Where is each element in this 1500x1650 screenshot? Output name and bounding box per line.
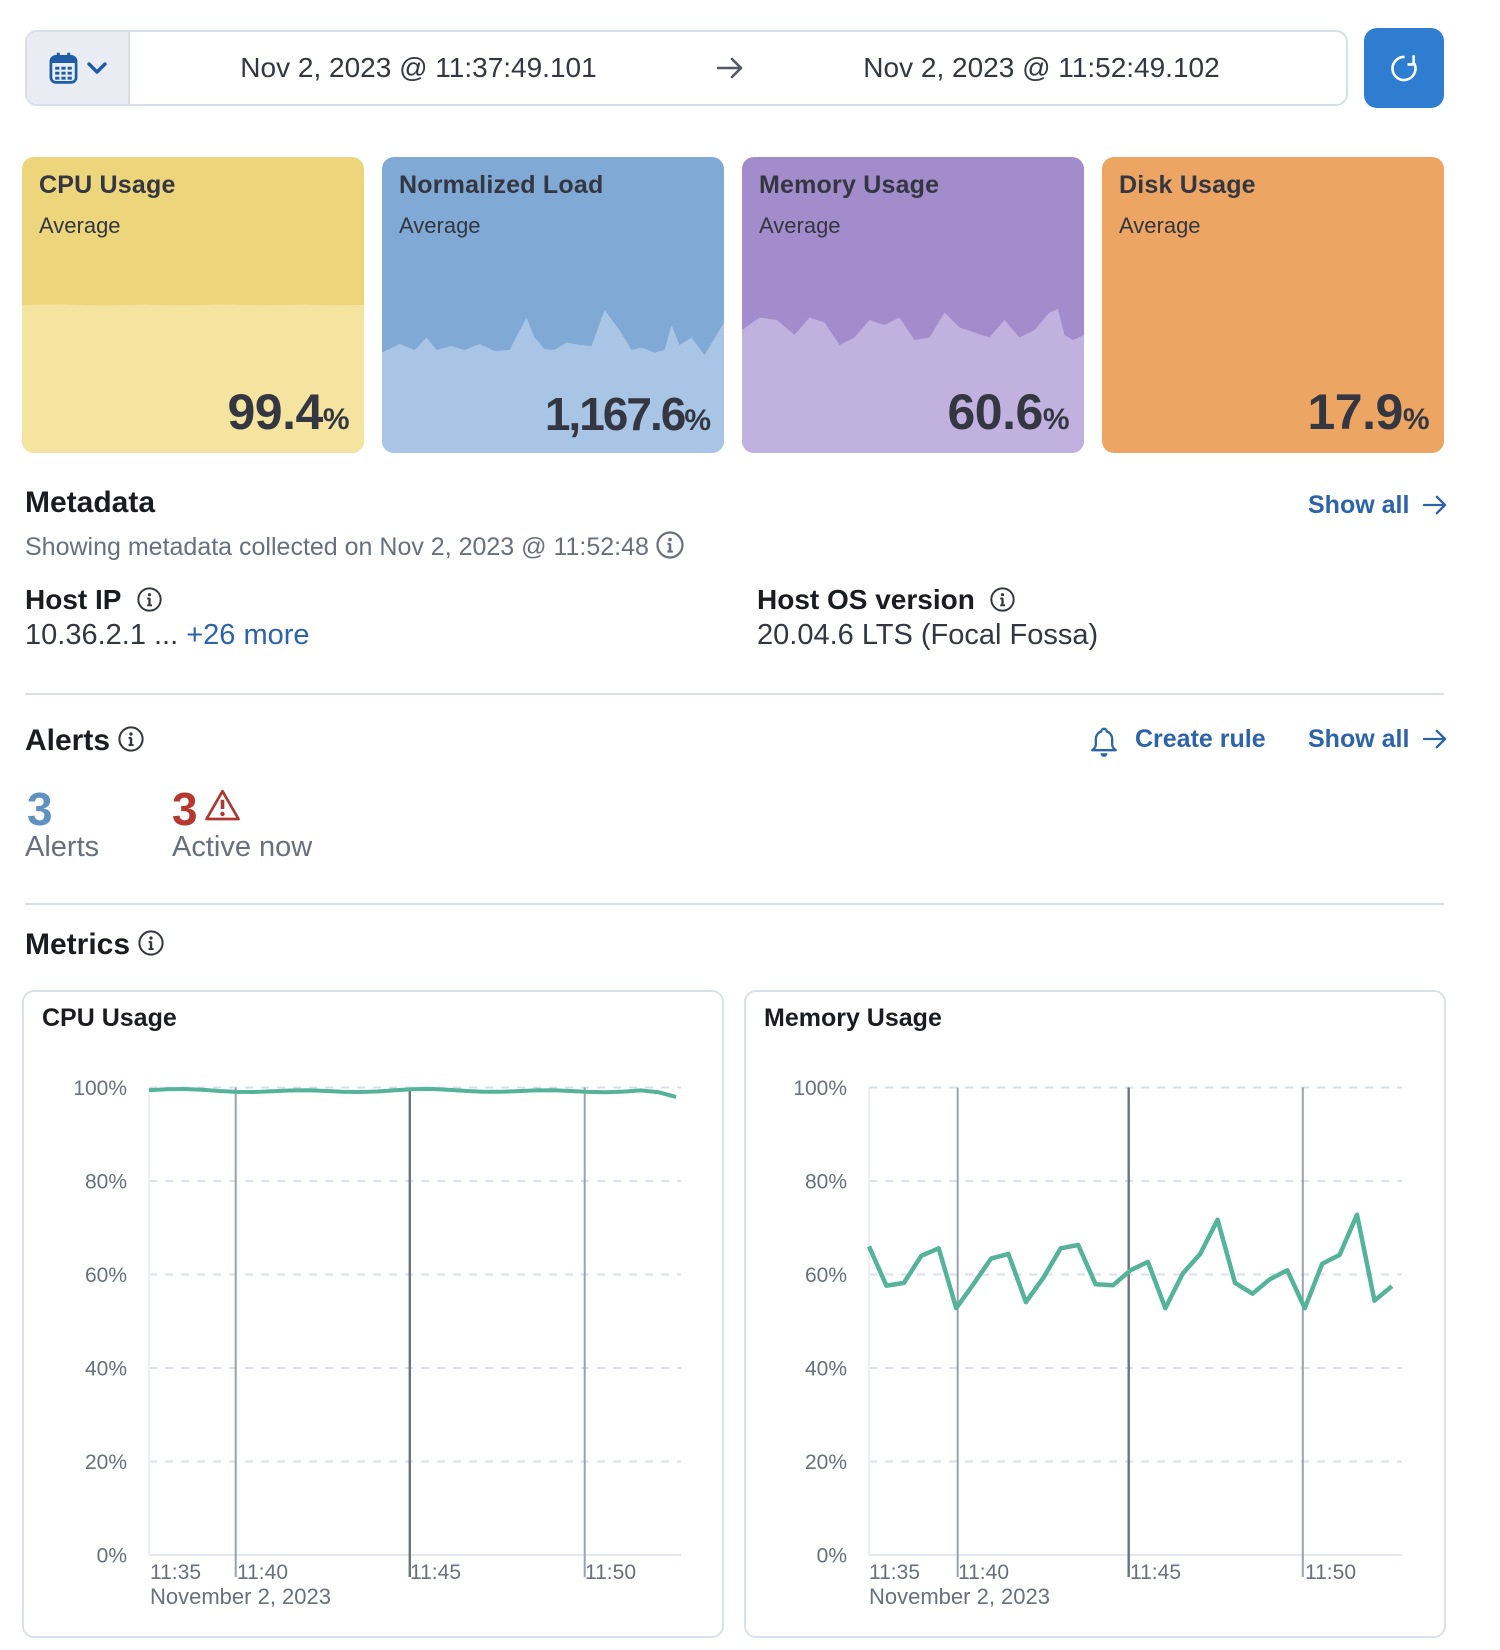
- svg-text:100%: 100%: [73, 1077, 127, 1100]
- svg-text:11:45: 11:45: [1130, 1561, 1181, 1584]
- svg-text:11:40: 11:40: [237, 1561, 288, 1584]
- svg-text:11:50: 11:50: [1305, 1561, 1356, 1584]
- svg-text:20%: 20%: [85, 1451, 127, 1474]
- svg-text:11:40: 11:40: [958, 1561, 1009, 1584]
- svg-text:11:35: 11:35: [150, 1561, 201, 1584]
- svg-text:0%: 0%: [817, 1545, 847, 1568]
- svg-text:60%: 60%: [805, 1264, 847, 1287]
- svg-text:0%: 0%: [97, 1545, 127, 1568]
- svg-text:40%: 40%: [805, 1358, 847, 1381]
- svg-text:60%: 60%: [85, 1264, 127, 1287]
- svg-text:80%: 80%: [805, 1171, 847, 1194]
- svg-text:11:45: 11:45: [410, 1561, 461, 1584]
- svg-text:40%: 40%: [85, 1358, 127, 1381]
- svg-text:November 2, 2023: November 2, 2023: [869, 1584, 1050, 1609]
- svg-text:20%: 20%: [805, 1451, 847, 1474]
- svg-text:80%: 80%: [85, 1171, 127, 1194]
- svg-text:November 2, 2023: November 2, 2023: [150, 1584, 331, 1609]
- svg-text:11:50: 11:50: [585, 1561, 636, 1584]
- svg-text:100%: 100%: [793, 1077, 847, 1100]
- svg-text:11:35: 11:35: [869, 1561, 920, 1584]
